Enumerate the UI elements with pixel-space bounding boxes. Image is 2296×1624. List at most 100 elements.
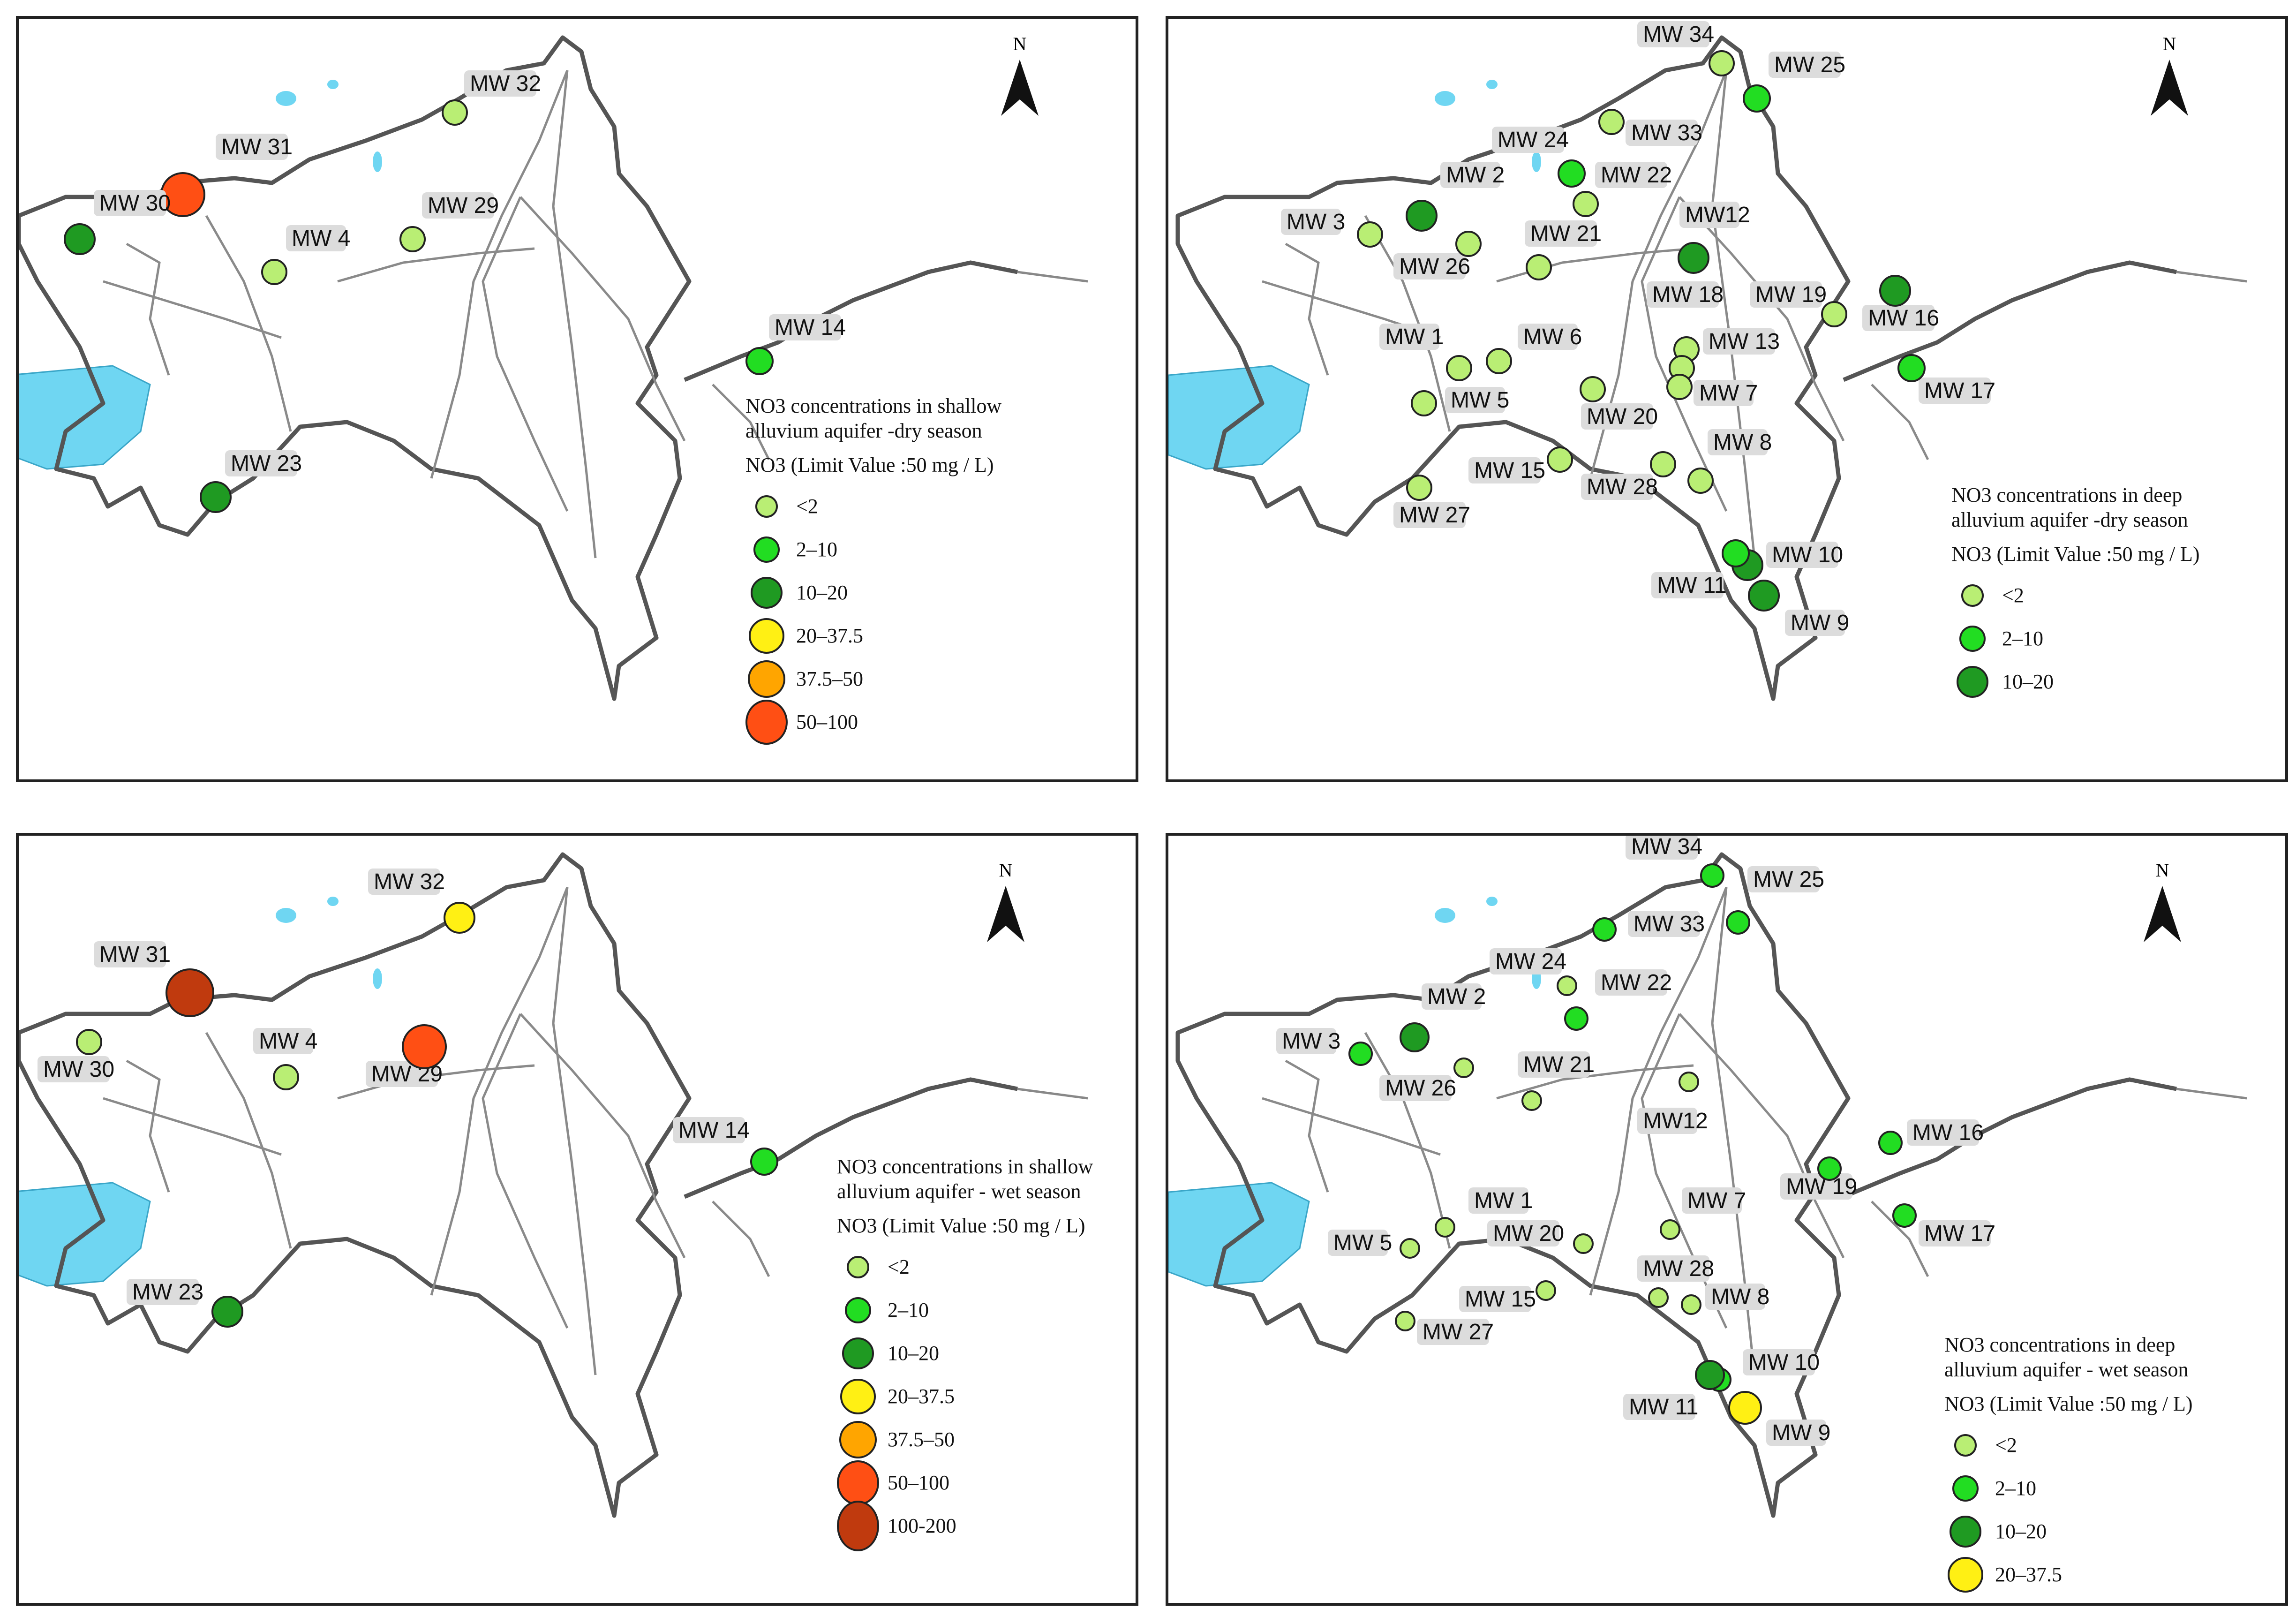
- well-label: MW 7: [1699, 381, 1758, 406]
- well-marker-mw27[interactable]: [1406, 475, 1432, 501]
- well-marker-mw22[interactable]: [1564, 1006, 1588, 1031]
- well-marker-mw28[interactable]: [1648, 1287, 1669, 1308]
- well-marker-mw2[interactable]: [1400, 1022, 1430, 1052]
- map-canvas: MW 34 MW 25 MW 33 MW 24 MW 22 MW 2 MW 3 MW 26 MW…: [1168, 21, 2247, 701]
- well-marker-mw5[interactable]: [1400, 1238, 1420, 1259]
- well-label: MW 17: [1924, 378, 1995, 403]
- well-marker-mw2[interactable]: [1406, 200, 1438, 232]
- well-label-bg: [1919, 1220, 1991, 1246]
- well-marker-mw20[interactable]: [1580, 376, 1606, 402]
- well-marker-mw9[interactable]: [1728, 1391, 1762, 1425]
- well-label: MW 28: [1643, 1256, 1714, 1281]
- well-marker-mw7[interactable]: [1660, 1219, 1680, 1240]
- well-marker-mw19[interactable]: [1821, 301, 1847, 327]
- legend-subtitle: NO3 (Limit Value :50 mg / L): [1951, 542, 2200, 566]
- well-label-bg: [1393, 502, 1466, 528]
- well-marker-mw4[interactable]: [261, 259, 287, 285]
- well-marker-mw23[interactable]: [211, 1296, 243, 1328]
- well-marker-mw16[interactable]: [1879, 275, 1911, 307]
- well-marker-mw22[interactable]: [1573, 191, 1599, 217]
- well-marker-mw3[interactable]: [1357, 221, 1383, 248]
- well-marker-mw8[interactable]: [1681, 1294, 1701, 1315]
- well-marker-mw16[interactable]: [1878, 1131, 1903, 1155]
- basin-outline: [1175, 35, 1851, 701]
- well-marker-mw19[interactable]: [1817, 1156, 1842, 1181]
- well-marker-mw25[interactable]: [1743, 84, 1771, 113]
- well-marker-mw6[interactable]: [1486, 348, 1512, 374]
- well-label: MW 30: [43, 1057, 114, 1082]
- legend-swatch: [751, 577, 783, 609]
- well-marker-mw1[interactable]: [1435, 1217, 1455, 1238]
- pond-shape: [327, 80, 339, 89]
- well-marker-mw11[interactable]: [1695, 1360, 1725, 1390]
- well-label: MW 33: [1631, 121, 1702, 145]
- well-label-bg: [1459, 1286, 1531, 1312]
- well-marker-mw21[interactable]: [1526, 254, 1552, 280]
- well-marker-mw12[interactable]: [1679, 1072, 1699, 1092]
- well-marker-mw7[interactable]: [1666, 374, 1693, 400]
- well-marker-mw23[interactable]: [200, 481, 232, 513]
- well-marker-mw30[interactable]: [76, 1029, 102, 1055]
- north-arrow-icon: [987, 886, 1024, 942]
- well-label: MW 9: [1791, 611, 1849, 635]
- well-marker-mw11[interactable]: [1722, 539, 1750, 567]
- well-marker-mw31[interactable]: [166, 968, 214, 1017]
- well-marker-mw24[interactable]: [1557, 975, 1577, 996]
- basemap: [1168, 35, 2247, 701]
- well-label-bg: [1747, 866, 1820, 892]
- well-marker-mw1[interactable]: [1446, 355, 1472, 381]
- well-marker-mw26[interactable]: [1453, 1057, 1474, 1078]
- well-marker-mw30[interactable]: [64, 223, 96, 255]
- river-line: [519, 1013, 686, 1259]
- well-marker-mw4[interactable]: [273, 1064, 299, 1090]
- well-label: MW12: [1685, 203, 1750, 227]
- river-line: [1285, 1059, 1329, 1193]
- legend-label: 2–10: [1995, 1476, 2036, 1500]
- well-marker-mw33[interactable]: [1598, 109, 1625, 135]
- legend-title: NO3 concentrations in deep alluvium aqui…: [1951, 483, 2188, 531]
- well-marker-mw26[interactable]: [1455, 231, 1482, 257]
- river-line: [1017, 1088, 1088, 1100]
- well-label: MW 26: [1399, 254, 1470, 279]
- well-marker-mw9[interactable]: [1748, 580, 1780, 612]
- legend-swatch: [1954, 1434, 1977, 1457]
- well-label: MW 4: [259, 1029, 317, 1054]
- well-marker-mw17[interactable]: [1892, 1203, 1917, 1228]
- well-marker-mw15[interactable]: [1547, 446, 1573, 473]
- well-marker-mw14[interactable]: [750, 1148, 778, 1176]
- well-label-bg: [1490, 948, 1562, 974]
- well-marker-mw21[interactable]: [1521, 1090, 1542, 1111]
- map-canvas: MW 34 MW 25 MW 33 MW 24 MW 22 MW 2 MW 3 MW 26 MW…: [1168, 836, 2247, 1518]
- river-line: [1871, 384, 1929, 461]
- well-marker-mw29[interactable]: [399, 226, 426, 252]
- well-marker-mw32[interactable]: [442, 99, 468, 126]
- well-marker-mw15[interactable]: [1536, 1280, 1556, 1301]
- well-marker-mw24[interactable]: [1558, 159, 1586, 188]
- well-marker-mw3[interactable]: [1348, 1042, 1373, 1066]
- well-marker-mw34[interactable]: [1709, 50, 1735, 76]
- well-marker-mw34[interactable]: [1700, 863, 1724, 888]
- well-marker-mw8[interactable]: [1687, 468, 1714, 494]
- legend-title: NO3 concentrations in shallow alluvium a…: [745, 394, 1002, 442]
- map-panel-shallow-wet: MW 32 MW 31 MW 30 MW 4 MW 29 MW 14 MW 23 N NO3 c…: [16, 833, 1138, 1606]
- well-marker-mw14[interactable]: [745, 347, 774, 375]
- well-marker-mw28[interactable]: [1650, 451, 1676, 477]
- well-label: MW 15: [1474, 458, 1545, 483]
- well-marker-mw20[interactable]: [1573, 1233, 1594, 1254]
- well-label: MW 29: [428, 193, 499, 218]
- basemap: [19, 852, 1088, 1518]
- well-label: MW 14: [678, 1118, 750, 1143]
- well-marker-mw33[interactable]: [1592, 917, 1617, 942]
- well-marker-mw29[interactable]: [402, 1024, 447, 1069]
- well-marker-mw12[interactable]: [1678, 242, 1709, 274]
- well-marker-mw25[interactable]: [1726, 910, 1750, 935]
- well-marker-mw32[interactable]: [444, 902, 475, 934]
- well-marker-mw27[interactable]: [1395, 1311, 1415, 1331]
- well-label-bg: [422, 192, 494, 219]
- well-marker-mw17[interactable]: [1897, 354, 1926, 382]
- well-marker-mw5[interactable]: [1411, 390, 1437, 416]
- well-label-bg: [1907, 1119, 1979, 1146]
- well-label-bg: [1750, 281, 1822, 308]
- well-label: MW12: [1643, 1109, 1708, 1133]
- legend-label: 20–37.5: [888, 1384, 955, 1408]
